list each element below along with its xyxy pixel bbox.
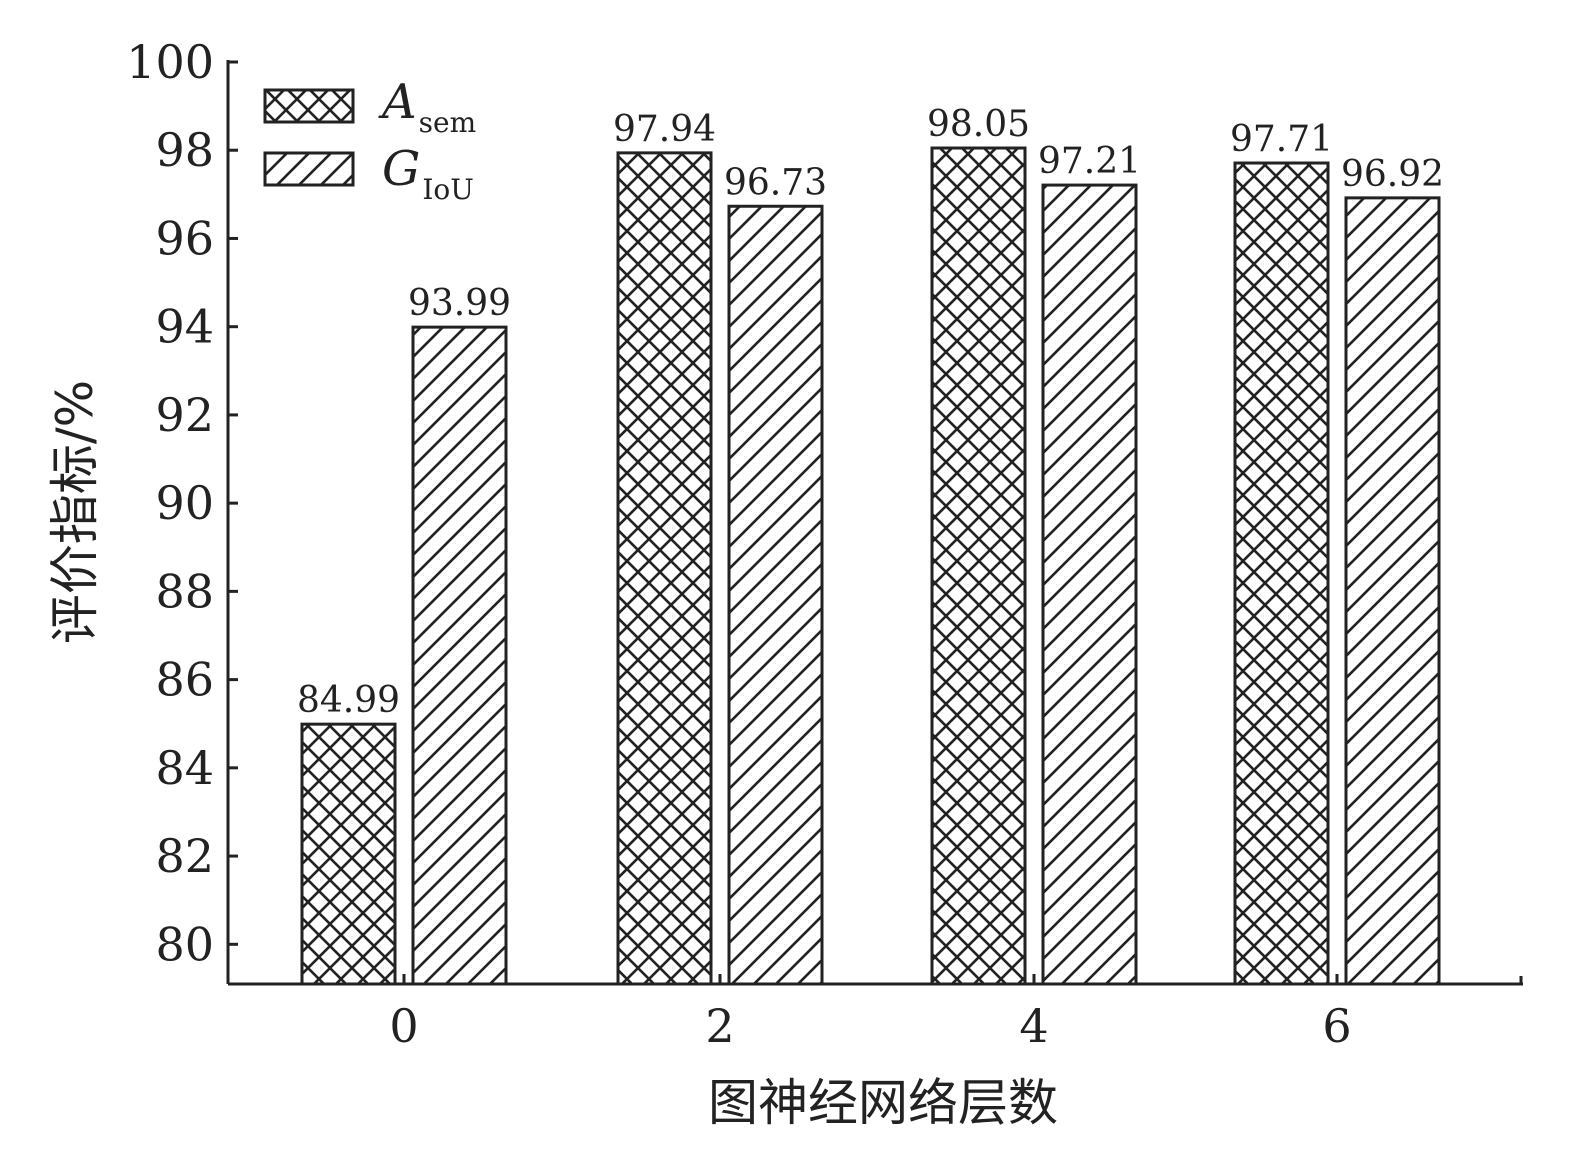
legend-label-series-1: Asem <box>378 74 476 139</box>
value-label: 96.73 <box>724 162 827 203</box>
legend-swatch-diagonal <box>263 151 355 187</box>
value-label: 98.05 <box>927 104 1030 145</box>
bars-layer <box>300 146 1441 986</box>
value-label: 93.99 <box>408 283 511 324</box>
y-tick-label: 98 <box>155 123 214 177</box>
y-tick-label: 88 <box>155 564 214 618</box>
y-axis-title: 评价指标/% <box>46 380 104 644</box>
value-label: 97.21 <box>1038 141 1141 182</box>
y-tick-label: 82 <box>155 829 214 883</box>
y-tick-label: 100 <box>126 35 214 89</box>
value-label: 84.99 <box>297 680 400 721</box>
value-label: 96.92 <box>1341 154 1444 195</box>
bar-series-1-cat-0 <box>300 722 397 986</box>
y-tick-label: 80 <box>155 917 214 971</box>
y-tick-label: 90 <box>155 476 214 530</box>
y-tick-label: 84 <box>155 741 214 795</box>
y-tick-label: 94 <box>155 300 214 354</box>
bar-series-2-cat-4 <box>1041 183 1138 986</box>
bar-series-2-cat-6 <box>1344 196 1441 986</box>
y-ticks: 80 82 84 86 88 90 92 94 96 98 100 <box>126 35 238 971</box>
legend-label-series-2: GIoU <box>382 141 474 206</box>
bar-series-2-cat-2 <box>727 204 824 986</box>
bar-series-1-cat-4 <box>930 146 1027 986</box>
bar-series-2-cat-0 <box>411 325 508 986</box>
value-label: 97.94 <box>613 109 716 150</box>
x-tick-label: 6 <box>1322 999 1351 1053</box>
value-labels-layer: 84.99 97.94 98.05 97.71 93.99 96.73 97.21 96.92 <box>297 104 1444 721</box>
x-tick-label: 0 <box>389 999 418 1053</box>
x-tick-label: 4 <box>1019 999 1048 1053</box>
x-ticks: 0 2 4 6 <box>389 974 1523 1053</box>
bar-series-1-cat-6 <box>1233 161 1330 986</box>
bar-series-1-cat-2 <box>616 151 713 986</box>
y-tick-label: 96 <box>155 211 214 265</box>
value-label: 97.71 <box>1230 119 1333 160</box>
legend: Asem GIoU <box>263 74 476 206</box>
x-axis-title: 图神经网络层数 <box>708 1074 1058 1132</box>
y-tick-label: 86 <box>155 653 214 707</box>
y-tick-label: 92 <box>155 388 214 442</box>
x-tick-label: 2 <box>705 999 734 1053</box>
legend-swatch-crosshatch <box>263 88 355 124</box>
